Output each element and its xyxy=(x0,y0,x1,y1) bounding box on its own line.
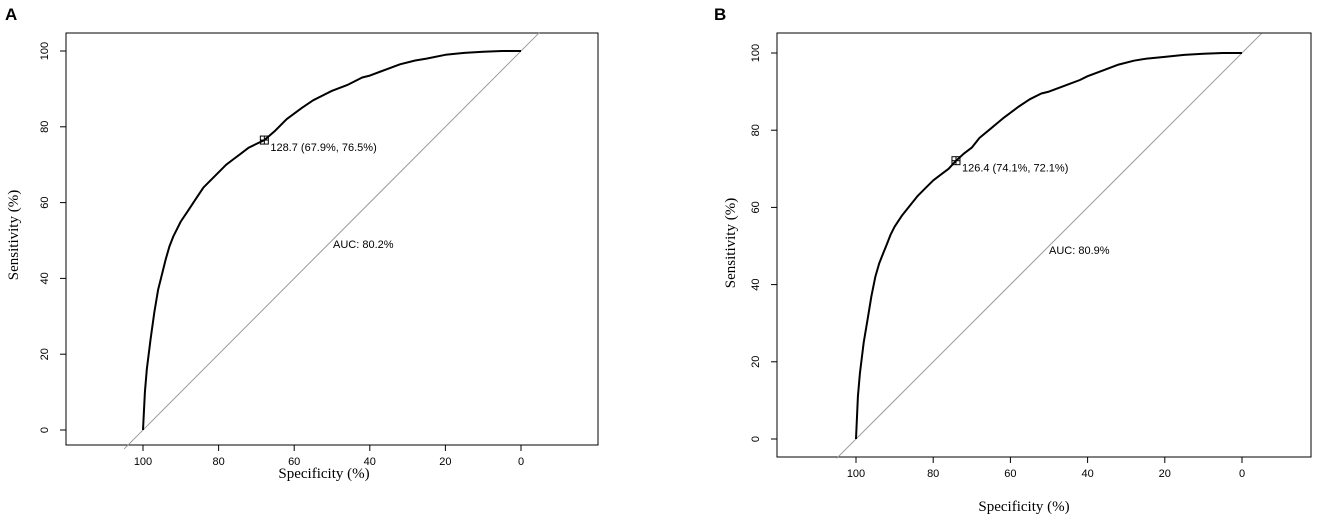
panel-b-y-tick-label: 60 xyxy=(750,201,762,213)
panel-a-x-tick-label: 60 xyxy=(288,456,300,468)
panel-a-cutoff-annotation: 128.7 (67.9%, 76.5%) xyxy=(270,142,376,154)
panel-a-y-tick-label: 20 xyxy=(39,348,51,360)
panel-a-y-tick-label: 60 xyxy=(39,196,51,208)
panel-b-x-tick-label: 40 xyxy=(1081,468,1093,480)
panel-b-plot-frame xyxy=(776,32,1312,458)
panel-a-y-tick-label: 40 xyxy=(39,272,51,284)
panel-a-x-tick-label: 100 xyxy=(134,456,152,468)
panel-b-reference-diagonal xyxy=(836,33,1262,459)
panel-a-y-tick-label: 0 xyxy=(39,427,51,433)
panel-a: A 100 80 60 40 20 0 0 20 40 60 80 100 128.7 (67.9%,… xyxy=(5,5,599,482)
panel-b-auc-annotation: AUC: 80.9% xyxy=(1049,245,1110,257)
panel-b-y-tick-label: 80 xyxy=(750,124,762,136)
panel-a-auc-annotation: AUC: 80.2% xyxy=(333,239,394,251)
panel-b-x-tick-label: 60 xyxy=(1004,468,1016,480)
panel-b-x-tick-label: 20 xyxy=(1159,468,1171,480)
panel-b-x-tick-label: 100 xyxy=(847,468,865,480)
panel-b-ticks: 100 80 60 40 20 0 0 20 40 60 80 100 xyxy=(750,44,1245,480)
panel-a-cutoff-marker xyxy=(259,135,269,145)
panel-b-x-tick-label: 0 xyxy=(1239,468,1245,480)
panel-a-reference-diagonal xyxy=(123,31,541,450)
panel-b-x-tick-label: 80 xyxy=(927,468,939,480)
panel-b-x-axis-title: Specificity (%) xyxy=(978,499,1069,515)
panel-b-roc-curve xyxy=(855,52,1242,440)
panel-a-x-tick-label: 40 xyxy=(364,456,376,468)
panel-b-cutoff-marker xyxy=(951,156,961,166)
panel-a-y-tick-label: 80 xyxy=(39,121,51,133)
panel-b-y-axis-title: Sensitivity (%) xyxy=(723,198,739,288)
panel-a-y-axis-title: Sensitivity (%) xyxy=(6,190,22,280)
panel-b-y-tick-label: 0 xyxy=(750,436,762,442)
panel-b-y-tick-label: 20 xyxy=(750,356,762,368)
panel-b-y-tick-label: 100 xyxy=(750,44,762,62)
panel-a-label: A xyxy=(5,5,17,24)
panel-b-cutoff-annotation: 126.4 (74.1%, 72.1%) xyxy=(962,163,1068,175)
panel-b-y-tick-label: 40 xyxy=(750,278,762,290)
panel-a-x-tick-label: 80 xyxy=(212,456,224,468)
panel-b: B 100 80 60 40 20 0 0 20 40 60 80 100 126.4 (74.1%,… xyxy=(714,5,1312,515)
panel-a-roc-curve xyxy=(142,50,521,431)
panel-a-x-tick-label: 20 xyxy=(439,456,451,468)
panel-a-x-axis-title: Specificity (%) xyxy=(278,466,369,482)
panel-b-label: B xyxy=(714,5,726,24)
panel-a-ticks: 100 80 60 40 20 0 0 20 40 60 80 100 xyxy=(39,42,524,468)
panel-a-y-tick-label: 100 xyxy=(39,42,51,60)
panel-a-x-tick-label: 0 xyxy=(518,456,524,468)
